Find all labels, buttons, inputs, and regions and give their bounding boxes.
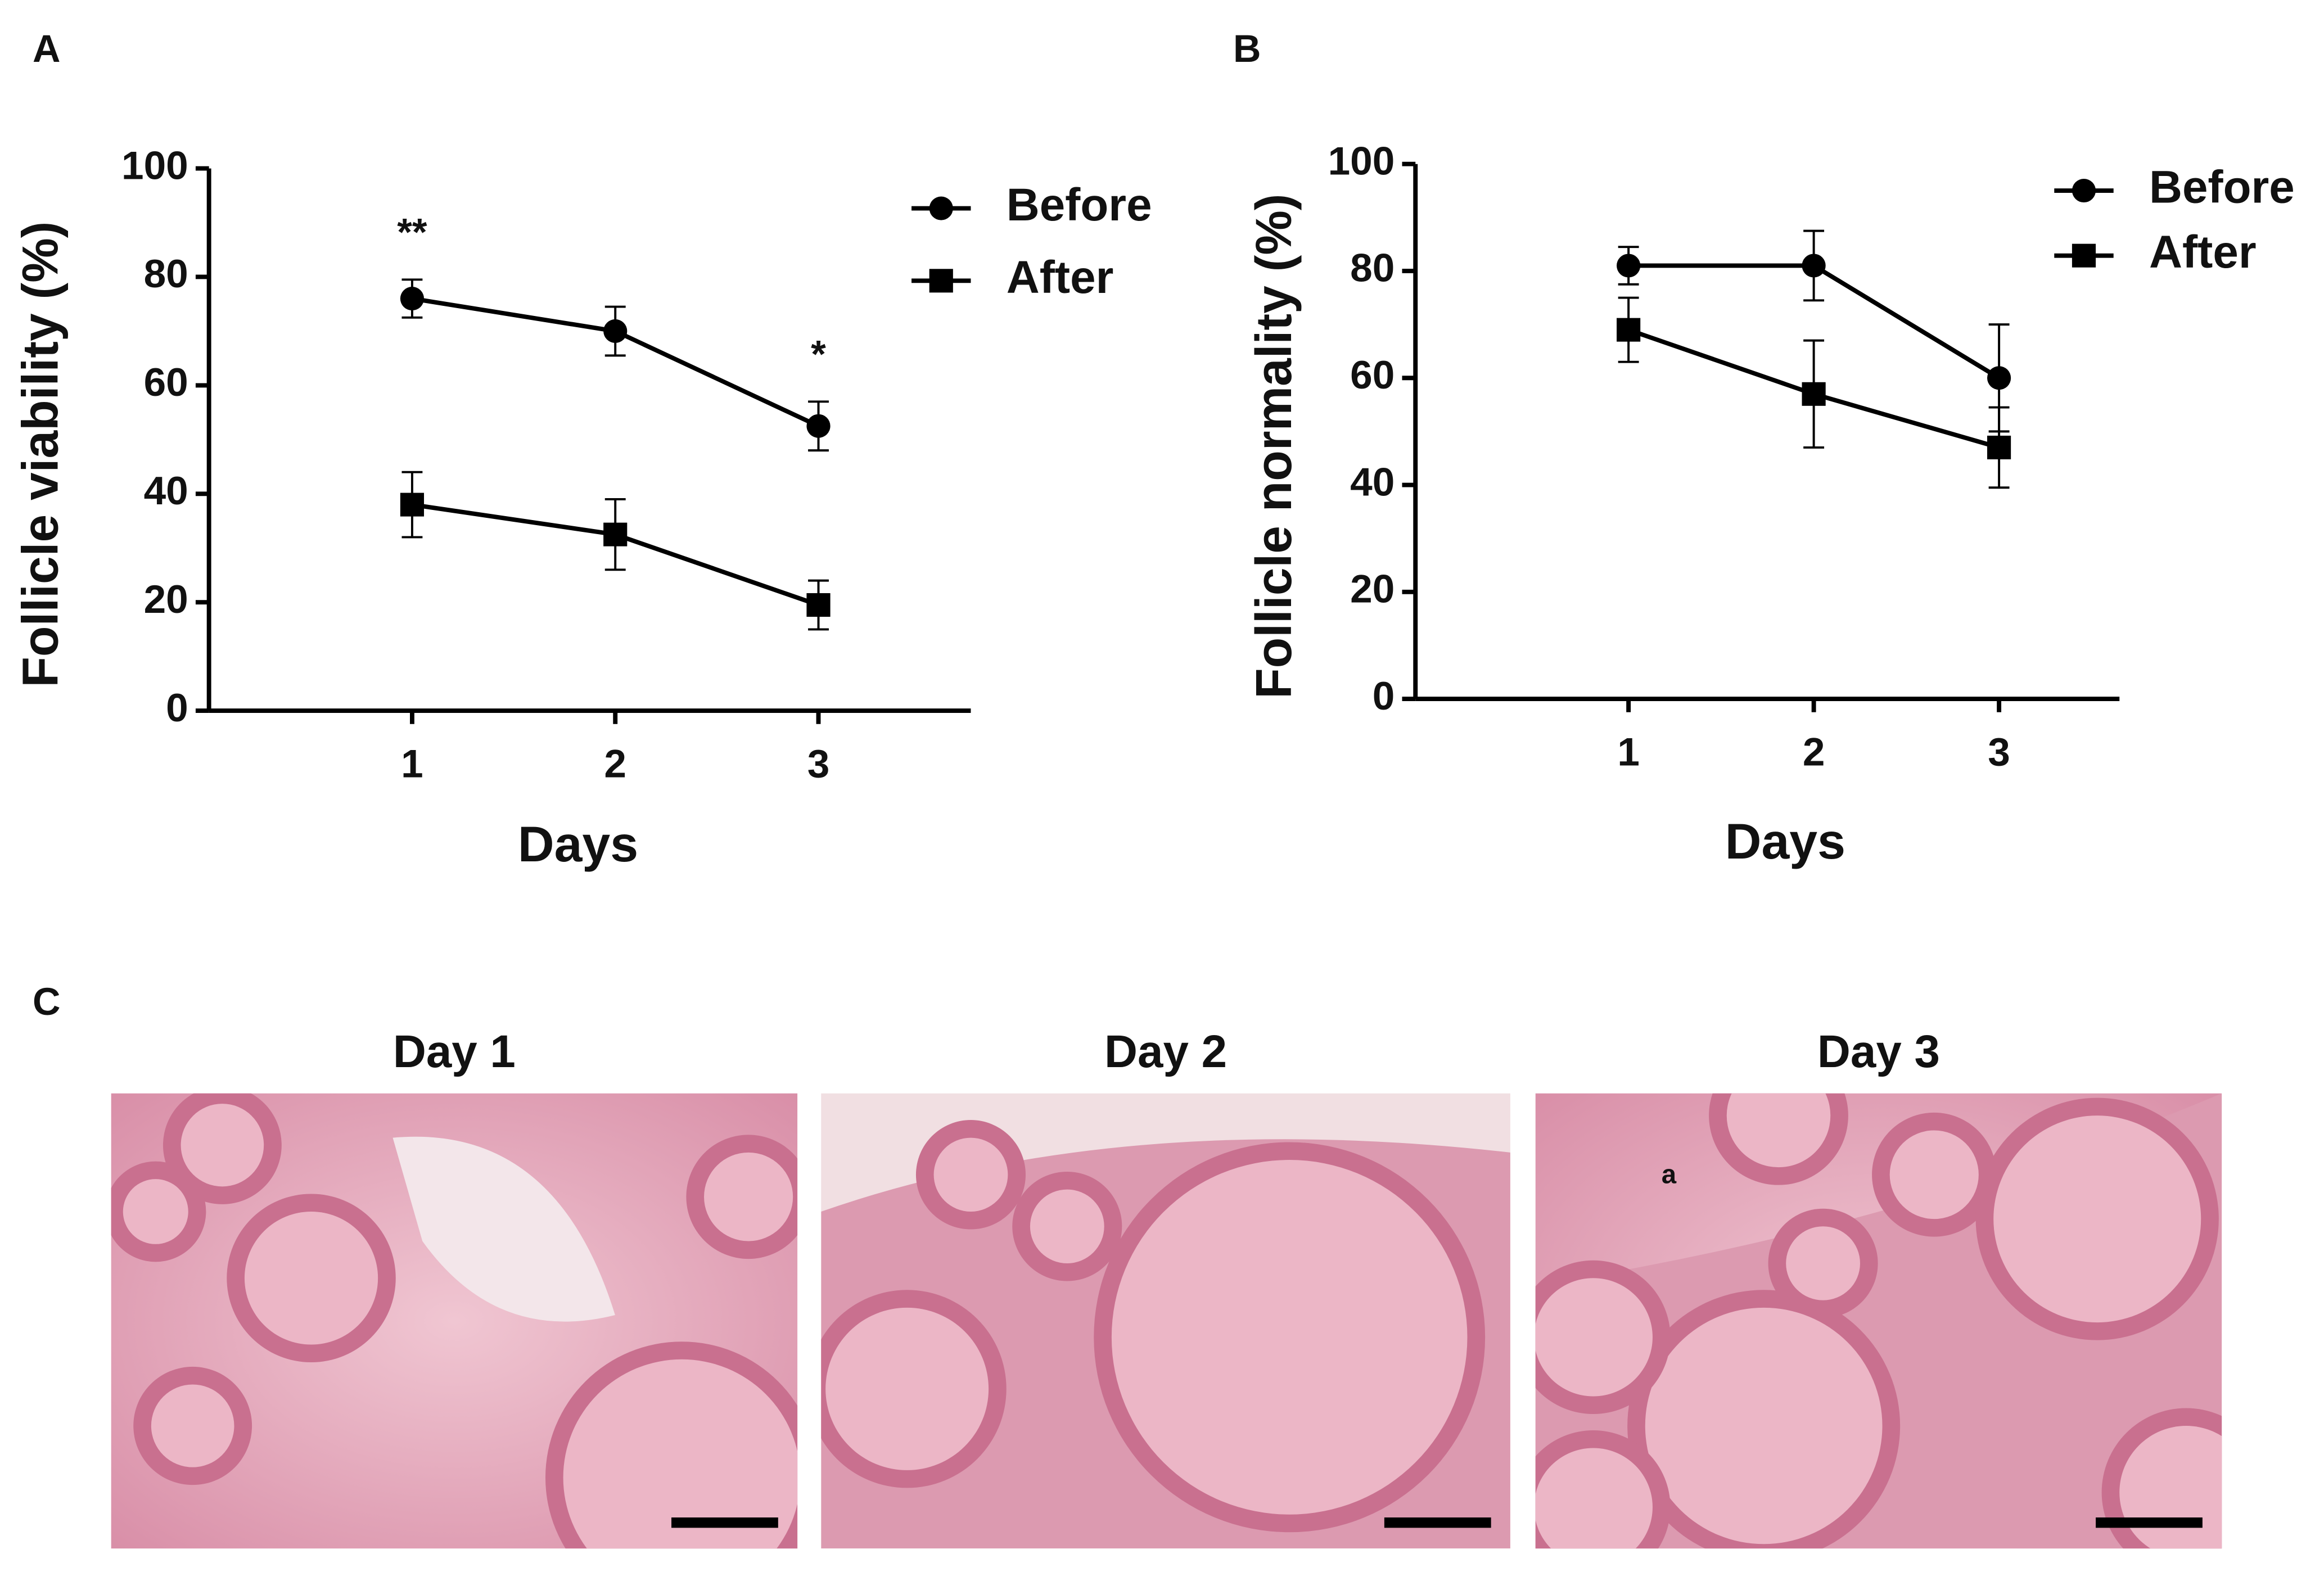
follicle <box>563 1359 798 1549</box>
follicle <box>825 1307 989 1470</box>
marker <box>603 319 628 343</box>
follicle <box>244 1211 378 1345</box>
follicle <box>933 1137 1008 1212</box>
follicle <box>180 1104 264 1187</box>
tissue <box>1535 1093 2222 1549</box>
legend-label: After <box>2149 227 2257 278</box>
marker <box>806 593 831 617</box>
legend-marker <box>2072 178 2096 203</box>
legend-marker <box>929 196 953 220</box>
y-tick-label: 40 <box>144 469 188 513</box>
image-title: Day 2 <box>1104 1026 1227 1077</box>
follicle <box>1535 1278 1653 1397</box>
y-tick-label: 100 <box>121 143 188 188</box>
y-tick-label: 80 <box>1350 246 1395 291</box>
marker <box>806 414 831 438</box>
follicle <box>1645 1307 1883 1544</box>
y-axis-title: Follicle viability (%) <box>12 222 69 688</box>
legend-marker <box>2072 243 2096 268</box>
follicle <box>1111 1160 1468 1515</box>
follicle <box>1786 1226 1860 1300</box>
annotation: ** <box>397 211 427 254</box>
image-title: Day 3 <box>1817 1026 1940 1077</box>
legend-marker <box>929 269 953 293</box>
x-tick-label: 1 <box>401 742 423 787</box>
y-tick-label: 60 <box>1350 353 1395 397</box>
x-tick-label: 2 <box>604 742 626 787</box>
x-tick-label: 1 <box>1617 730 1640 775</box>
scale-bar <box>2096 1517 2203 1528</box>
x-axis-title: Days <box>518 816 638 872</box>
y-tick-label: 20 <box>1350 567 1395 612</box>
follicle <box>1030 1189 1104 1263</box>
tissue <box>821 1120 1510 1549</box>
y-tick-label: 20 <box>144 577 188 622</box>
marker <box>1802 382 1826 406</box>
marker <box>603 522 628 546</box>
tissue <box>111 1093 798 1549</box>
y-tick-label: 60 <box>144 360 188 405</box>
y-tick-label: 0 <box>1373 674 1395 719</box>
y-tick-label: 0 <box>166 686 188 730</box>
panel-label: C <box>33 980 60 1023</box>
legend-label: Before <box>1007 179 1152 231</box>
image-title: Day 1 <box>393 1026 516 1077</box>
scale-bar <box>671 1517 778 1528</box>
marker <box>1617 318 1641 342</box>
follicle <box>151 1384 234 1467</box>
marker <box>400 287 425 311</box>
y-axis-title: Follicle normality (%) <box>1246 193 1302 698</box>
legend-label: After <box>1007 252 1114 303</box>
x-axis-title: Days <box>1725 813 1845 869</box>
x-tick-label: 2 <box>1803 730 1825 775</box>
marker <box>1987 435 2011 459</box>
marker <box>400 493 425 517</box>
y-tick-label: 80 <box>144 252 188 296</box>
follicle <box>123 1179 188 1244</box>
legend-label: Before <box>2149 162 2295 213</box>
marker <box>1987 366 2011 390</box>
y-tick-label: 40 <box>1350 460 1395 504</box>
annotation: * <box>811 333 826 376</box>
panel-label: A <box>33 27 60 70</box>
marker <box>1802 254 1826 278</box>
follicle <box>1993 1115 2201 1323</box>
lumen <box>392 1136 615 1322</box>
y-tick-label: 100 <box>1328 139 1395 184</box>
scale-bar <box>1384 1517 1491 1528</box>
image-annotation: a <box>1662 1159 1677 1189</box>
follicle <box>1535 1448 1653 1549</box>
x-tick-label: 3 <box>807 742 830 787</box>
marker <box>1617 254 1641 278</box>
follicle <box>2119 1426 2222 1549</box>
panel-label: B <box>1233 27 1261 70</box>
x-tick-label: 3 <box>1988 730 2010 775</box>
follicle <box>1726 1093 1831 1168</box>
follicle <box>1889 1130 1979 1219</box>
follicle <box>704 1152 793 1241</box>
